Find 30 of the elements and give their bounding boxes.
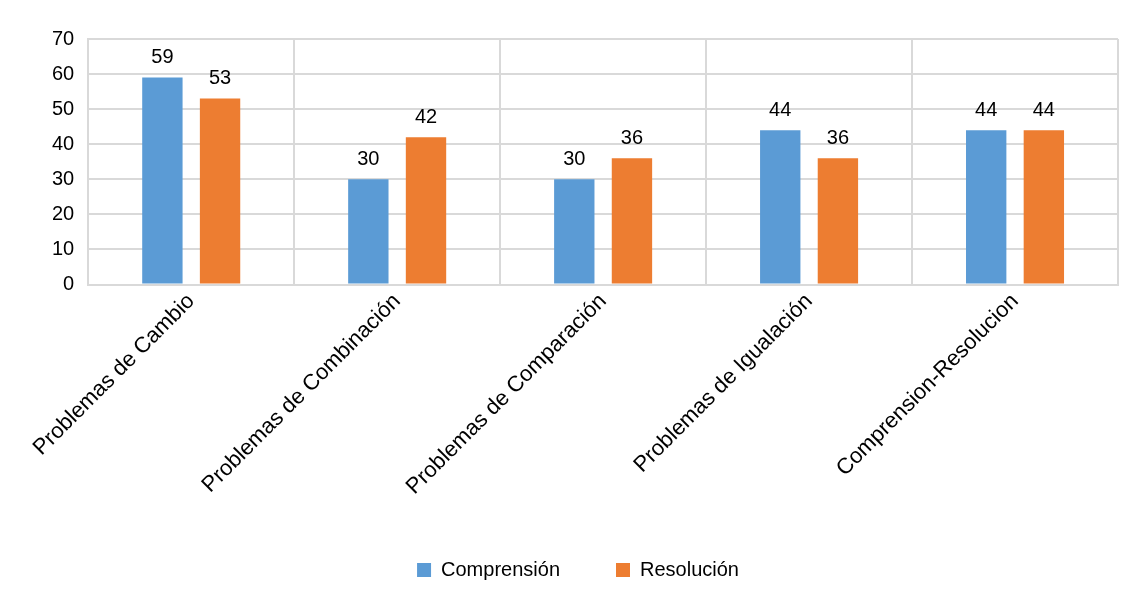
data-label: 59 <box>151 45 174 68</box>
legend-label: Resolución <box>640 557 739 580</box>
bar <box>554 179 595 284</box>
y-tick-label: 10 <box>52 236 75 259</box>
data-label: 44 <box>975 97 998 120</box>
y-tick-label: 0 <box>63 272 75 295</box>
bar <box>142 77 183 284</box>
data-label: 30 <box>563 146 586 169</box>
bar <box>760 130 801 284</box>
data-label: 36 <box>620 125 644 148</box>
data-label: 44 <box>1032 97 1055 120</box>
data-label: 44 <box>769 97 792 120</box>
data-label: 36 <box>826 125 850 148</box>
y-tick-label: 40 <box>52 131 75 154</box>
bar <box>611 158 653 284</box>
y-tick-label: 50 <box>52 96 75 119</box>
bar <box>199 98 241 284</box>
data-label: 53 <box>208 66 232 89</box>
data-label: 30 <box>357 146 380 169</box>
bar <box>405 137 447 284</box>
data-label: 42 <box>414 104 438 127</box>
y-tick-label: 70 <box>52 26 75 49</box>
bar <box>348 179 389 284</box>
bar <box>1023 130 1065 284</box>
legend-label: Comprensión <box>441 557 561 580</box>
bar <box>966 130 1007 284</box>
y-tick-label: 30 <box>52 166 75 189</box>
y-tick-label: 60 <box>52 61 75 84</box>
bar <box>817 158 859 284</box>
y-tick-label: 20 <box>52 201 75 224</box>
